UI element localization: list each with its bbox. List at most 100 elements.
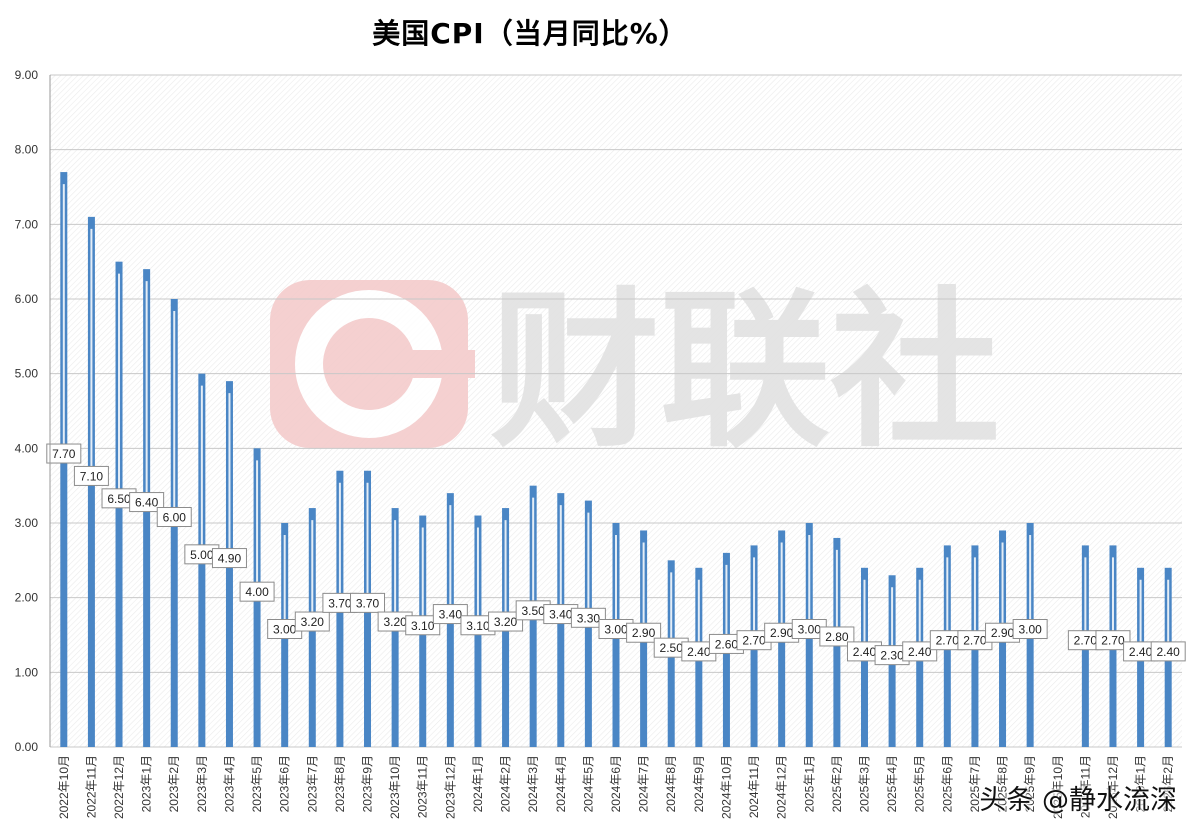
y-tick-label: 8.00 (15, 143, 39, 157)
data-label: 2.90 (632, 626, 656, 640)
data-label: 3.00 (1018, 623, 1042, 637)
data-label: 2.40 (908, 645, 932, 659)
x-tick-label: 2025年4月 (885, 755, 899, 812)
x-tick-label: 2023年10月 (388, 755, 402, 819)
x-tick-label: 2025年10月 (1051, 755, 1065, 819)
data-label: 7.70 (52, 447, 76, 461)
data-label: 2.40 (1157, 645, 1181, 659)
data-label-box (156, 507, 192, 527)
data-label: 5.00 (190, 548, 214, 562)
data-label: 3.00 (798, 623, 822, 637)
x-tick-label: 2025年2月 (830, 755, 844, 812)
x-tick-label: 2024年1月 (471, 755, 485, 812)
y-tick-label: 1.00 (15, 665, 39, 679)
x-tick-label: 2023年12月 (443, 755, 457, 819)
data-label: 4.90 (218, 552, 242, 566)
x-tick-label: 2024年4月 (554, 755, 568, 812)
data-label: 2.70 (1074, 634, 1098, 648)
x-tick-label: 2024年7月 (637, 755, 651, 812)
chart-title: 美国CPI（当月同比%） (372, 17, 688, 50)
data-label: 3.00 (604, 623, 628, 637)
data-label-box (211, 548, 247, 569)
y-tick-label: 2.00 (15, 591, 39, 605)
x-tick-label: 2023年4月 (222, 755, 236, 812)
data-label-box (488, 611, 524, 632)
data-label: 2.90 (991, 626, 1015, 640)
x-tick-label: 2024年11月 (747, 755, 761, 818)
data-label: 3.20 (301, 615, 325, 629)
data-label: 6.00 (163, 511, 187, 525)
data-label-box (432, 604, 468, 625)
x-tick-label: 2023年11月 (416, 755, 430, 818)
x-tick-label: 2025年5月 (913, 755, 927, 812)
x-tick-label: 2023年5月 (250, 755, 264, 812)
y-tick-label: 7.00 (15, 217, 39, 231)
data-label-box (570, 607, 606, 628)
x-tick-label: 2023年6月 (278, 755, 292, 812)
y-tick-label: 4.00 (15, 441, 39, 455)
data-label-box (1150, 641, 1186, 662)
watermark: 财联社 (270, 273, 1000, 471)
data-label-box (129, 492, 165, 513)
x-tick-label: 2024年5月 (581, 755, 595, 812)
watermark-text: 财联社 (490, 273, 1000, 471)
y-tick-label: 6.00 (15, 292, 39, 306)
data-label: 3.40 (549, 608, 573, 622)
data-label-box (1095, 630, 1131, 651)
data-label: 2.40 (687, 645, 711, 659)
data-label: 2.40 (1129, 645, 1153, 659)
data-label: 2.90 (770, 626, 794, 640)
data-label: 3.10 (466, 619, 490, 633)
data-label: 3.20 (494, 615, 518, 629)
data-label: 2.80 (825, 630, 849, 644)
data-label: 2.60 (715, 637, 739, 651)
data-label: 2.70 (936, 634, 960, 648)
y-tick-label: 0.00 (15, 740, 39, 754)
x-tick-label: 2025年7月 (968, 755, 982, 812)
data-label-box (350, 592, 386, 613)
data-label: 3.30 (577, 611, 601, 625)
x-tick-label: 2023年3月 (195, 755, 209, 812)
data-label: 2.70 (1101, 634, 1125, 648)
data-label: 3.00 (273, 623, 297, 637)
data-label: 2.50 (660, 641, 684, 655)
source-credit: 头条 @静水流深 (979, 785, 1177, 816)
data-label: 4.00 (245, 585, 269, 599)
x-tick-label: 2025年9月 (1023, 755, 1037, 812)
x-tick-label: 2023年7月 (305, 755, 319, 812)
x-tick-label: 2023年1月 (140, 755, 154, 812)
data-label: 7.10 (80, 469, 104, 483)
y-tick-label: 5.00 (15, 367, 39, 381)
x-tick-label: 2024年6月 (609, 755, 623, 812)
x-tick-label: 2023年8月 (333, 755, 347, 812)
data-label-box (902, 641, 938, 662)
data-label-box (46, 443, 82, 464)
x-tick-label: 2024年3月 (526, 755, 540, 812)
x-tick-label: 2023年2月 (167, 755, 181, 812)
data-label: 6.50 (107, 492, 131, 506)
y-tick-label: 9.00 (15, 68, 39, 82)
data-label-box (819, 626, 855, 647)
y-tick-label: 3.00 (15, 516, 39, 530)
x-tick-label: 2024年10月 (719, 755, 733, 819)
data-label: 3.20 (383, 615, 407, 629)
x-tick-label: 2024年12月 (775, 755, 789, 819)
x-tick-label: 2025年3月 (857, 755, 871, 812)
x-tick-label: 2022年10月 (57, 755, 71, 819)
data-label: 2.30 (880, 649, 904, 663)
data-label: 2.70 (963, 634, 987, 648)
data-label: 3.10 (411, 619, 435, 633)
x-tick-label: 2025年6月 (940, 755, 954, 812)
x-tick-label: 2025年8月 (996, 755, 1010, 812)
data-label: 3.70 (328, 596, 352, 610)
x-tick-label: 2022年12月 (112, 755, 126, 819)
x-tick-label: 2022年11月 (84, 755, 98, 818)
data-label: 2.40 (853, 645, 877, 659)
x-tick-label: 2024年2月 (499, 755, 513, 812)
data-label-box (294, 611, 330, 632)
x-tick-label: 2024年8月 (664, 755, 678, 812)
x-tick-label: 2023年9月 (361, 755, 375, 812)
x-tick-label: 2025年11月 (1078, 755, 1092, 818)
